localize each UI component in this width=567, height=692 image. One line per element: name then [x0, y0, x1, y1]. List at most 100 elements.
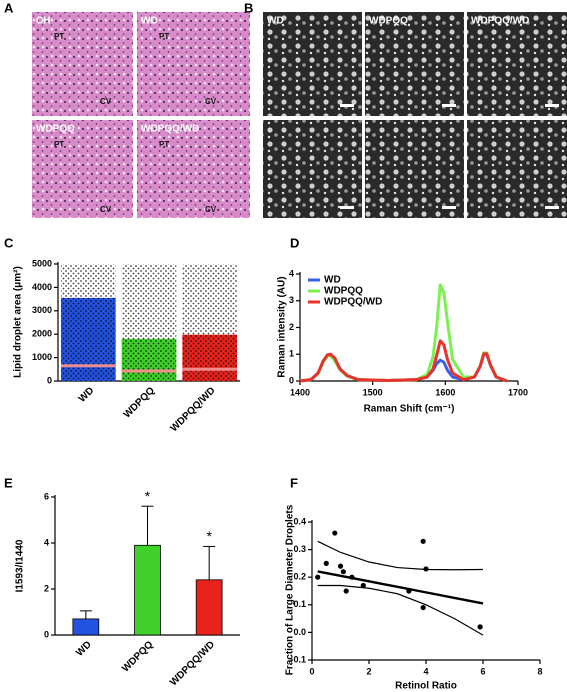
y-tick-label: 1000 — [32, 352, 52, 362]
scatter-texture — [182, 264, 237, 381]
point — [332, 530, 338, 536]
y-tick-label: 2000 — [32, 329, 52, 339]
image-label: CV — [205, 97, 217, 106]
scale-bar — [545, 206, 559, 209]
x-tick-label: 6 — [480, 666, 485, 676]
y-tick-label: 0 — [44, 629, 49, 639]
x-tick-label: 4 — [423, 666, 428, 676]
point — [340, 569, 346, 575]
image-tile — [365, 12, 464, 116]
confidence-band — [317, 584, 484, 636]
y-tick-label: -0.1 — [290, 654, 306, 664]
image-tile — [467, 12, 567, 116]
legend-label: WD — [324, 275, 341, 286]
image-tile — [137, 12, 250, 116]
image-tile — [263, 120, 362, 218]
significance: * — [206, 528, 212, 544]
panel-label: D — [290, 235, 299, 250]
bar — [134, 544, 161, 636]
y-tick-label: 3000 — [32, 305, 52, 315]
scale-bar — [442, 206, 456, 209]
image-label: WDPQQ/WD — [471, 16, 529, 27]
point — [477, 624, 483, 630]
y-tick-label: 2 — [289, 322, 294, 332]
y-axis-label: Fraction of Large Diameter Droplets — [285, 504, 296, 675]
image-tile — [467, 120, 567, 218]
x-tick-label: 1400 — [290, 387, 310, 397]
image-label: WD — [267, 16, 284, 27]
image-label: WDPQQ — [36, 124, 75, 135]
y-tick-label: 2 — [44, 583, 49, 593]
y-tick-label: 0 — [289, 375, 294, 385]
x-axis-label: Retinol Ratio — [395, 681, 457, 692]
point — [315, 574, 321, 580]
y-tick-label: 0.2 — [293, 572, 306, 582]
y-tick-label: 0.1 — [293, 599, 306, 609]
confidence-band — [317, 540, 484, 571]
y-tick-label: 0 — [47, 375, 52, 385]
point — [406, 588, 412, 594]
x-tick-label: 1600 — [435, 387, 455, 397]
significance: * — [145, 488, 151, 504]
image-label: WDPQQ/WD — [141, 124, 199, 135]
image-label: PT — [54, 32, 64, 41]
y-tick-label: 5000 — [32, 258, 52, 268]
point — [420, 604, 426, 611]
x-tick-label: 0 — [309, 666, 314, 676]
x-tick-label: 8 — [537, 666, 542, 676]
y-axis-label: Raman intensity (AU) — [277, 276, 288, 377]
y-tick-label: 3 — [289, 295, 294, 305]
point — [349, 574, 355, 580]
panel-label: B — [244, 0, 253, 15]
image-label: CV — [205, 205, 217, 214]
panel-label: E — [4, 475, 13, 490]
image-tile — [137, 120, 250, 218]
image-tile — [263, 12, 362, 116]
y-axis-label: Lipid droplet area (μm²) — [13, 266, 24, 378]
line-series — [299, 339, 508, 383]
x-tick-label: 1500 — [363, 387, 383, 397]
image-label: PT — [159, 32, 169, 41]
image-tile — [32, 12, 133, 116]
panel-label: F — [290, 475, 298, 490]
x-tick-label: WDPQQ/WD — [169, 385, 218, 434]
x-tick-label: WD — [74, 639, 94, 659]
image-label: CV — [100, 97, 112, 106]
image-label: PT — [159, 140, 169, 149]
bar — [72, 618, 100, 636]
scale-bar — [545, 104, 559, 107]
scale-bar — [442, 104, 456, 107]
panel-label: A — [4, 0, 14, 15]
y-tick-label: 6 — [44, 491, 49, 501]
image-label: CH — [36, 16, 50, 27]
x-tick-label: WD — [77, 385, 97, 405]
x-tick-label: WDPQQ/WD — [168, 639, 217, 688]
y-tick-label: 4000 — [32, 282, 52, 292]
scatter-texture — [121, 264, 177, 381]
regression-line — [317, 570, 484, 605]
scale-bar — [340, 206, 354, 209]
image-tile — [32, 120, 133, 218]
x-tick-label: 2 — [366, 666, 371, 676]
x-tick-label: 1700 — [508, 387, 528, 397]
x-tick-label: WDPQQ — [122, 385, 157, 420]
y-tick-label: 1 — [289, 349, 294, 359]
image-tile — [365, 120, 464, 218]
y-tick-label: 0.4 — [293, 516, 306, 526]
point — [420, 538, 426, 544]
scatter-texture — [61, 264, 116, 381]
x-tick-label: WDPQQ — [120, 639, 155, 674]
panel-label: C — [4, 235, 14, 250]
y-tick-label: 4 — [289, 268, 294, 278]
point — [343, 588, 349, 594]
image-label: WDPQQ — [369, 16, 408, 27]
point — [337, 563, 344, 569]
legend-label: WDPQQ/WD — [324, 297, 382, 308]
image-label: PT — [54, 140, 64, 149]
y-axis-label: I1593/I1440 — [15, 539, 26, 592]
y-tick-label: 0.3 — [293, 544, 306, 554]
y-tick-label: 4 — [44, 537, 49, 547]
image-label: CV — [100, 205, 112, 214]
scale-bar — [340, 104, 354, 107]
